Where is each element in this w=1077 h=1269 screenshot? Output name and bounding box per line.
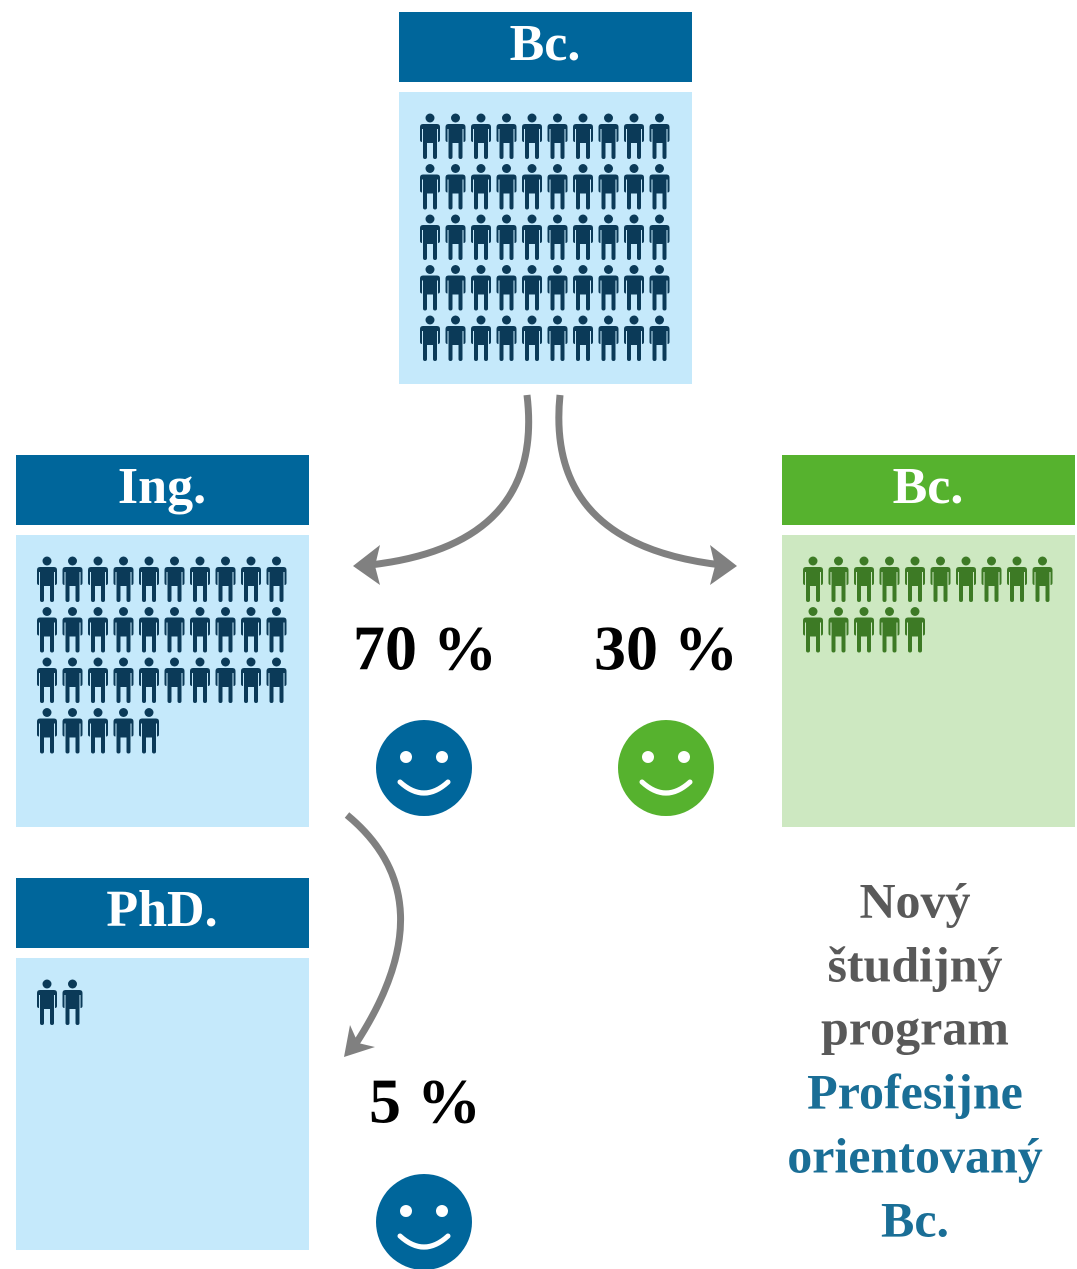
note: Nový študijný program Profesijne oriento… [787,872,1043,1247]
note-highlight: Profesijne [807,1063,1023,1119]
header-box [782,455,1075,525]
header-box [16,878,309,948]
note-line: program [821,999,1009,1055]
arrows [344,394,723,1047]
note-highlight: orientovaný [787,1127,1043,1183]
box [782,535,1075,827]
arrowhead [353,545,380,585]
arrow [369,394,533,569]
flow-label: 5 % [369,1066,481,1137]
header-box [399,12,692,82]
smiley [618,720,714,816]
arrowheads [344,545,737,1057]
smiley [376,720,472,816]
arrowhead [344,1025,375,1057]
box-label: Bc. [893,458,964,515]
header-box [16,455,309,525]
box [399,92,692,384]
box [16,535,309,827]
flow-label: 70 % [353,613,497,684]
box-label: PhD. [106,881,217,938]
note-highlight: Bc. [881,1191,949,1247]
arrow [555,394,723,569]
arrowhead [710,545,737,585]
arrow [344,812,405,1047]
box-label: Bc. [510,15,581,72]
flow-label: 30 % [594,613,738,684]
smiley [376,1174,472,1269]
box-label: Ing. [118,458,206,515]
box [16,958,309,1250]
note-line: Nový [859,872,970,928]
note-line: študijný [827,936,1002,992]
